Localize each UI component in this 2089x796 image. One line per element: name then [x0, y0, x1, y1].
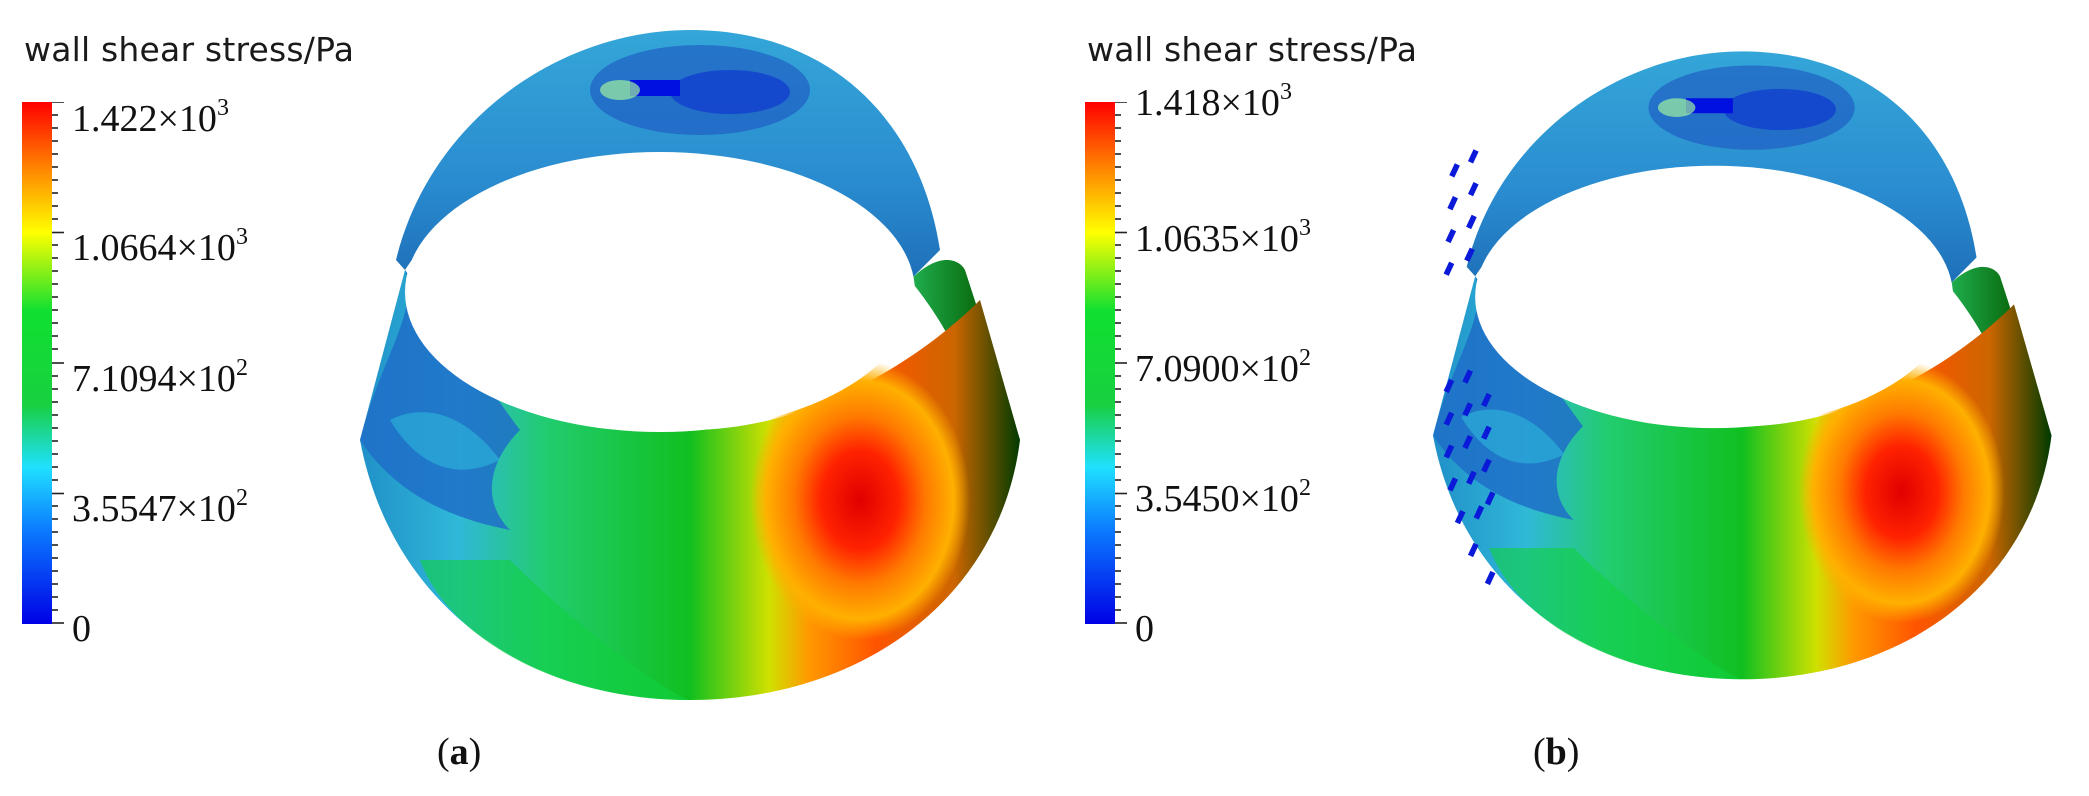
panel-caption: (a) [437, 731, 482, 773]
tick-label-1: 3.5547×102 [72, 485, 248, 530]
wall-holes [1443, 149, 1496, 586]
tick-label-min: 0 [1135, 608, 1154, 650]
tick-label-3: 1.0664×103 [72, 224, 248, 269]
panel-caption: (b) [1533, 731, 1580, 773]
panel-a: wall shear stress/Pa 1.422×103 1.0664× [0, 0, 1044, 796]
tick-label-1: 3.5450×102 [1135, 475, 1311, 520]
tick-label-2: 7.1094×102 [72, 355, 248, 400]
colorbar-ticks [1115, 102, 1127, 624]
tick-label-3: 1.0635×103 [1135, 215, 1311, 260]
tick-label-2: 7.0900×102 [1135, 345, 1311, 390]
panel-b: wall shear stress/Pa 1.418×103 1.0635× [1063, 0, 2089, 796]
colorbar-ticks [52, 102, 64, 624]
legend-title: wall shear stress/Pa [1087, 30, 1418, 69]
wall-shear-stress-surface [1433, 51, 2052, 680]
tick-label-min: 0 [72, 608, 91, 650]
legend-title: wall shear stress/Pa [24, 30, 355, 69]
colorbar [22, 102, 52, 624]
tick-label-max: 1.418×103 [1135, 79, 1292, 124]
colorbar [1085, 102, 1115, 624]
wall-shear-stress-surface [360, 30, 1020, 700]
tick-label-max: 1.422×103 [72, 95, 229, 140]
